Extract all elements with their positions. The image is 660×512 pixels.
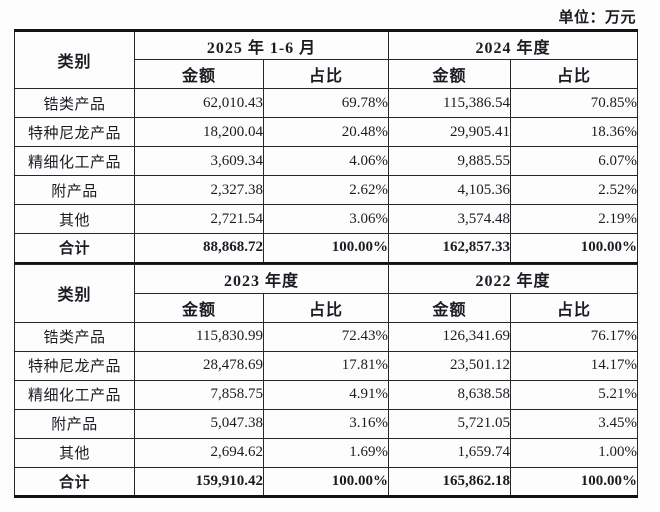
table-row: 附产品 5,047.38 3.16% 5,721.05 3.45%: [14, 408, 639, 439]
amount-cell: 5,047.38: [134, 408, 264, 439]
category-column-header: 类别: [14, 263, 135, 323]
table-row: 锆类产品 62,010.43 69.78% 115,386.54 70.85%: [14, 88, 639, 118]
share-column-header: 占比: [510, 292, 639, 323]
share-cell: 70.85%: [509, 88, 639, 118]
share-cell: 100.00%: [509, 233, 639, 263]
share-column-header: 占比: [509, 59, 639, 89]
total-row: 合计 159,910.42 100.00% 165,862.18 100.00%: [14, 466, 639, 497]
amount-cell: 28,478.69: [134, 350, 264, 381]
share-cell: 18.36%: [509, 117, 639, 147]
amount-cell: 29,905.41: [388, 117, 511, 147]
share-cell: 3.16%: [262, 408, 390, 439]
share-cell: 69.78%: [263, 88, 389, 118]
period-header-2022: 2022 年度: [388, 263, 639, 294]
share-cell: 1.69%: [262, 437, 390, 468]
amount-cell: 23,501.12: [388, 350, 512, 381]
category-column-header: 类别: [14, 30, 135, 89]
amount-cell: 3,574.48: [388, 204, 511, 234]
share-column-header: 占比: [262, 292, 390, 323]
amount-cell: 4,105.36: [388, 175, 511, 205]
document-page: 单位：万元 类别 2025 年 1-6 月 2024 年度 金额 占比 金额 占…: [14, 10, 639, 498]
amount-cell: 115,386.54: [388, 88, 511, 118]
table-row: 附产品 2,327.38 2.62% 4,105.36 2.52%: [14, 175, 639, 205]
share-cell: 72.43%: [262, 321, 390, 352]
share-cell: 14.17%: [510, 350, 639, 381]
amount-cell: 3,609.34: [134, 146, 264, 176]
amount-cell: 165,862.18: [388, 466, 512, 497]
share-cell: 3.06%: [263, 204, 389, 234]
amount-column-header: 金额: [134, 59, 264, 89]
amount-cell: 18,200.04: [134, 117, 264, 147]
amount-cell: 5,721.05: [388, 408, 512, 439]
amount-cell: 162,857.33: [388, 233, 511, 263]
revenue-table-2023-2022: 类别 2023 年度 2022 年度 金额 占比 金额 占比 锆类产品 115,8…: [14, 263, 639, 498]
category-cell: 锆类产品: [14, 321, 135, 352]
sub-header-row: 金额 占比 金额 占比: [15, 292, 639, 323]
share-cell: 2.52%: [509, 175, 639, 205]
share-cell: 20.48%: [263, 117, 389, 147]
amount-cell: 115,830.99: [134, 321, 264, 352]
share-cell: 4.06%: [263, 146, 389, 176]
share-cell: 100.00%: [262, 466, 390, 497]
category-cell: 附产品: [14, 408, 135, 439]
amount-cell: 7,858.75: [134, 379, 264, 410]
amount-cell: 126,341.69: [388, 321, 512, 352]
category-cell: 特种尼龙产品: [14, 117, 135, 147]
period-header-row: 类别 2025 年 1-6 月 2024 年度: [14, 30, 639, 89]
table-row: 精细化工产品 7,858.75 4.91% 8,638.58 5.21%: [14, 379, 639, 410]
table-row: 锆类产品 115,830.99 72.43% 126,341.69 76.17%: [14, 321, 639, 352]
share-cell: 1.00%: [510, 437, 639, 468]
amount-cell: 88,868.72: [134, 233, 264, 263]
category-cell: 锆类产品: [14, 88, 135, 118]
amount-cell: 8,638.58: [388, 379, 512, 410]
amount-cell: 159,910.42: [134, 466, 264, 497]
period-header-row: 类别 2023 年度 2022 年度: [14, 263, 639, 323]
category-cell: 合计: [14, 233, 135, 263]
total-row: 合计 88,868.72 100.00% 162,857.33 100.00%: [14, 233, 639, 263]
period-header-2025h1: 2025 年 1-6 月: [134, 30, 389, 60]
category-cell: 附产品: [14, 175, 135, 205]
amount-cell: 9,885.55: [388, 146, 511, 176]
table-row: 其他 2,721.54 3.06% 3,574.48 2.19%: [14, 204, 639, 234]
table-row: 特种尼龙产品 18,200.04 20.48% 29,905.41 18.36%: [14, 117, 639, 147]
amount-cell: 2,327.38: [134, 175, 264, 205]
category-cell: 合计: [14, 466, 135, 497]
period-header-2023: 2023 年度: [133, 263, 390, 294]
amount-column-header: 金额: [388, 59, 511, 89]
share-cell: 100.00%: [263, 233, 389, 263]
share-column-header: 占比: [263, 59, 389, 89]
revenue-table-2025-2024: 类别 2025 年 1-6 月 2024 年度 金额 占比 金额 占比 锆类产品…: [14, 29, 639, 264]
table-row: 特种尼龙产品 28,478.69 17.81% 23,501.12 14.17%: [14, 350, 639, 381]
amount-column-header: 金额: [388, 292, 512, 323]
unit-label: 单位：万元: [558, 10, 636, 26]
share-cell: 5.21%: [510, 379, 639, 410]
share-cell: 2.19%: [509, 204, 639, 234]
amount-cell: 2,694.62: [134, 437, 264, 468]
category-cell: 精细化工产品: [14, 146, 135, 176]
share-cell: 17.81%: [262, 350, 390, 381]
category-cell: 其他: [14, 204, 135, 234]
share-cell: 4.91%: [262, 379, 390, 410]
amount-cell: 62,010.43: [134, 88, 264, 118]
table-row: 其他 2,694.62 1.69% 1,659.74 1.00%: [14, 437, 639, 468]
amount-column-header: 金额: [134, 292, 264, 323]
share-cell: 3.45%: [510, 408, 639, 439]
category-cell: 其他: [14, 437, 135, 468]
category-cell: 精细化工产品: [14, 379, 135, 410]
amount-cell: 1,659.74: [388, 437, 512, 468]
share-cell: 76.17%: [510, 321, 639, 352]
sub-header-row: 金额 占比 金额 占比: [15, 59, 639, 89]
share-cell: 6.07%: [509, 146, 639, 176]
category-cell: 特种尼龙产品: [14, 350, 135, 381]
period-header-2024: 2024 年度: [387, 30, 639, 60]
amount-cell: 2,721.54: [134, 204, 264, 234]
share-cell: 100.00%: [510, 466, 639, 497]
table-row: 精细化工产品 3,609.34 4.06% 9,885.55 6.07%: [14, 146, 639, 176]
share-cell: 2.62%: [263, 175, 389, 205]
